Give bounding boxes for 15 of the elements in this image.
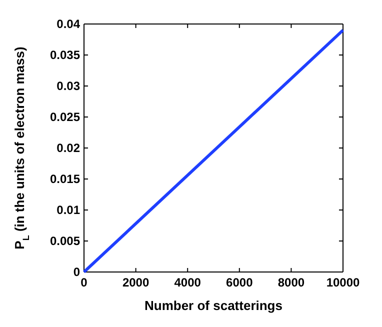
y-tick-label: 0.035: [50, 48, 80, 62]
x-tick-label: 10000: [326, 276, 360, 290]
x-tick-label: 8000: [278, 276, 305, 290]
y-tick-label: 0.025: [50, 110, 80, 124]
y-tick-label: 0.04: [56, 16, 80, 31]
y-tick-label: 0.03: [56, 78, 80, 93]
x-tick-label: 6000: [226, 276, 254, 290]
y-tick-label: 0.01: [56, 202, 80, 217]
y-tick-label: 0.015: [50, 172, 80, 186]
y-tick-label: 0.02: [56, 140, 80, 155]
x-tick-label: 2000: [122, 276, 150, 290]
x-axis-title: Number of scatterings: [144, 298, 282, 313]
y-tick-label: 0: [73, 264, 80, 279]
x-tick-label: 4000: [174, 276, 202, 290]
y-tick-label: 0.005: [50, 234, 80, 248]
